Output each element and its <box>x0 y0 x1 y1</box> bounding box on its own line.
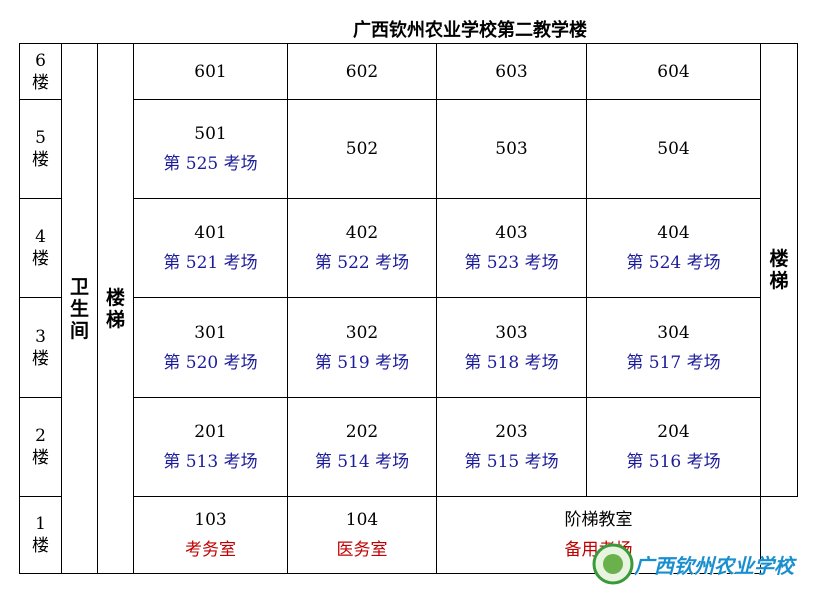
exam-room: 第 513 考场 <box>163 452 258 472</box>
exam-room: 第 515 考场 <box>464 452 559 472</box>
room-note: 考务室 <box>185 540 236 560</box>
floor-label: 1楼 <box>32 514 49 556</box>
room-cell: 604 <box>586 43 761 100</box>
room-cell: 601 <box>133 43 288 100</box>
floor-label: 6楼 <box>32 50 49 93</box>
room-cell: 301 第 520 考场 <box>133 297 288 398</box>
side-label: 楼梯 <box>105 286 125 331</box>
room-number: 403 <box>495 223 528 243</box>
watermark-text: 广西钦州农业学校 <box>634 553 794 578</box>
room-cell: 201 第 513 考场 <box>133 397 288 497</box>
room-cell: 203 第 515 考场 <box>436 397 587 497</box>
room-cell: 603 <box>436 43 587 100</box>
exam-room: 第 524 考场 <box>626 253 721 273</box>
exam-room: 第 516 考场 <box>626 452 721 472</box>
room-number: 501 <box>194 124 227 144</box>
room-number: 203 <box>495 422 528 442</box>
floor-label: 4楼 <box>32 227 49 269</box>
room-number: 402 <box>345 223 379 243</box>
floor-label-cell: 5楼 <box>19 99 62 199</box>
floor-label-cell: 3楼 <box>19 297 62 398</box>
room-number: 504 <box>657 139 690 159</box>
side-column: 楼梯 <box>760 43 798 497</box>
room-number: 304 <box>657 322 690 343</box>
floor-row: 2楼 201 第 513 考场 202 第 514 考场 203 第 515 考场 204 第 … <box>19 397 798 497</box>
exam-room: 第 525 考场 <box>163 154 258 174</box>
room-number: 503 <box>495 139 528 159</box>
room-note: 医务室 <box>336 540 388 560</box>
floor-label: 5楼 <box>32 128 49 170</box>
floor-label-cell: 6楼 <box>19 43 62 100</box>
floor-table: 6楼 卫生间 楼梯 601 602 603 604 楼梯 5楼 501 第 525 考场 502 503… <box>19 43 798 574</box>
room-number: 301 <box>194 322 227 343</box>
room-number: 阶梯教室 <box>564 510 633 530</box>
floor-row: 6楼 卫生间 楼梯 601 602 603 604 楼梯 <box>19 43 798 574</box>
room-number: 602 <box>345 61 379 82</box>
side-column: 卫生间 <box>61 43 98 574</box>
exam-room: 第 517 考场 <box>626 352 721 373</box>
room-number: 401 <box>194 223 227 243</box>
floor-label-cell: 1楼 <box>19 496 62 574</box>
room-cell: 304 第 517 考场 <box>586 297 761 398</box>
room-number: 603 <box>495 61 528 82</box>
room-cell: 502 <box>287 99 437 199</box>
room-cell: 501 第 525 考场 <box>133 99 288 199</box>
room-cell: 402 第 522 考场 <box>287 198 437 298</box>
room-number: 202 <box>345 422 379 442</box>
room-number: 404 <box>657 223 690 243</box>
room-number: 104 <box>345 510 379 530</box>
room-number: 204 <box>657 422 690 442</box>
exam-room: 第 520 考场 <box>163 352 258 373</box>
room-cell: 103 考务室 <box>133 496 288 574</box>
room-cell: 104 医务室 <box>287 496 437 574</box>
floor-label: 2楼 <box>32 426 49 468</box>
exam-room: 第 522 考场 <box>314 253 410 273</box>
exam-room: 第 521 考场 <box>163 253 258 273</box>
room-number: 604 <box>657 61 690 82</box>
room-cell: 401 第 521 考场 <box>133 198 288 298</box>
logo <box>592 543 634 585</box>
room-cell: 404 第 524 考场 <box>586 198 761 298</box>
floor-label: 3楼 <box>32 326 49 369</box>
floor-row: 4楼 401 第 521 考场 402 第 522 考场 403 第 523 考场 404 第 … <box>19 198 798 298</box>
room-cell: 204 第 516 考场 <box>586 397 761 497</box>
exam-room: 第 514 考场 <box>314 452 410 472</box>
room-cell: 202 第 514 考场 <box>287 397 437 497</box>
exam-room: 第 519 考场 <box>314 352 410 373</box>
room-number: 303 <box>495 322 528 343</box>
room-cell: 403 第 523 考场 <box>436 198 587 298</box>
exam-room: 第 518 考场 <box>464 352 559 373</box>
room-number: 201 <box>194 422 227 442</box>
room-number: 302 <box>345 322 379 343</box>
room-number: 103 <box>194 510 227 530</box>
room-cell: 602 <box>287 43 437 100</box>
floor-label-cell: 4楼 <box>19 198 62 298</box>
side-label: 楼梯 <box>769 248 789 292</box>
room-cell: 504 <box>586 99 761 199</box>
title: 广西钦州农业学校第二教学楼 <box>353 20 587 41</box>
side-column: 楼梯 <box>97 43 134 574</box>
floor-label-cell: 2楼 <box>19 397 62 497</box>
exam-room: 第 523 考场 <box>464 253 559 273</box>
room-number: 502 <box>345 139 379 159</box>
floor-row: 3楼 301 第 520 考场 302 第 519 考场 303 第 518 考场 304 第 … <box>19 297 798 398</box>
room-number: 601 <box>194 61 227 82</box>
room-cell: 303 第 518 考场 <box>436 297 587 398</box>
watermark: 广西钦州农业学校 <box>592 543 794 585</box>
floor-row: 5楼 501 第 525 考场 502 503 504 <box>19 99 798 199</box>
room-cell: 302 第 519 考场 <box>287 297 437 398</box>
room-cell: 503 <box>436 99 587 199</box>
side-label: 卫生间 <box>69 275 89 342</box>
